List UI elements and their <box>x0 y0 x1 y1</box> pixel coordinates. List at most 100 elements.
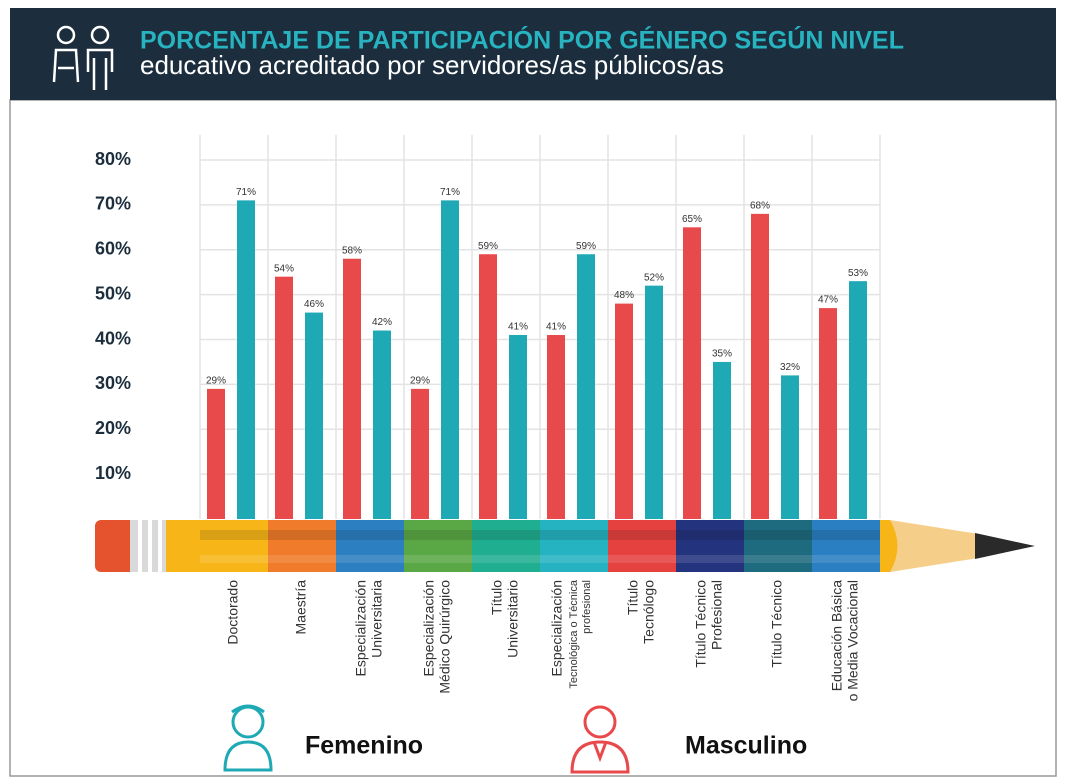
chart-subtitle: educativo acreditado por servidores/as p… <box>140 50 724 80</box>
value-label: 41% <box>546 322 566 333</box>
bar <box>683 227 701 519</box>
panel <box>9 99 1057 777</box>
bar <box>849 281 867 519</box>
x-tick-label: Tecnológica o Técnica <box>568 579 580 689</box>
bar <box>441 200 459 519</box>
value-label: 52% <box>644 272 664 283</box>
pencil-stripe <box>540 555 608 563</box>
pencil-segment <box>200 520 268 572</box>
x-tick-label: Especialización <box>421 580 437 677</box>
y-tick-label: 40% <box>95 328 131 348</box>
x-tick-label: Maestría <box>293 580 309 635</box>
pencil-stripe <box>404 530 472 540</box>
y-tick-label: 60% <box>95 239 131 259</box>
pencil-stripe <box>472 530 540 540</box>
value-label: 71% <box>440 187 460 198</box>
pencil-stripe <box>812 530 880 540</box>
legend-label: Femenino <box>305 732 423 760</box>
value-label: 46% <box>304 299 324 310</box>
bar <box>509 335 527 519</box>
value-label: 35% <box>712 349 732 360</box>
pencil-segment <box>608 520 676 572</box>
value-label: 41% <box>508 322 528 333</box>
x-tick-label: Especialización <box>549 580 565 677</box>
bar <box>305 312 323 519</box>
bar <box>751 213 769 519</box>
header <box>10 8 1056 100</box>
pencil-segment <box>336 520 404 572</box>
y-tick-label: 50% <box>95 283 131 303</box>
x-tick-label: profesional <box>581 580 593 634</box>
bar <box>373 330 391 519</box>
x-tick-label: Título <box>625 580 641 615</box>
pencil-stripe <box>812 555 880 563</box>
value-label: 42% <box>372 317 392 328</box>
x-tick-label: Profesional <box>709 580 725 650</box>
value-label: 54% <box>274 263 294 274</box>
chart-title: PORCENTAJE DE PARTICIPACIÓN POR GÉNERO S… <box>140 25 904 55</box>
pencil-segment <box>268 520 336 572</box>
x-tick-label: Universitario <box>505 580 521 658</box>
pencil-segment <box>404 520 472 572</box>
y-tick-label: 70% <box>95 194 131 214</box>
pencil-segment <box>812 520 880 572</box>
value-label: 53% <box>848 268 868 279</box>
pencil-stripe <box>744 530 812 540</box>
pencil-stripe <box>676 555 744 563</box>
pencil-segment <box>472 520 540 572</box>
x-tick-label: Título <box>489 580 505 615</box>
value-label: 59% <box>478 241 498 252</box>
pencil-stripe <box>608 555 676 563</box>
legend-icon-masculino <box>570 705 630 774</box>
bar <box>547 335 565 519</box>
bar <box>237 200 255 519</box>
y-tick-label: 10% <box>95 463 131 483</box>
bar <box>781 375 799 519</box>
pencil-stripe <box>336 530 404 540</box>
pencil-segment <box>540 520 608 572</box>
pencil-stripe <box>336 555 404 563</box>
x-tick-label: Universitaria <box>369 580 385 658</box>
value-label: 68% <box>750 200 770 211</box>
value-label: 47% <box>818 295 838 306</box>
pencil-segment <box>744 520 812 572</box>
pencil-stripe <box>200 555 268 563</box>
bar <box>411 388 429 519</box>
y-tick-label: 30% <box>95 373 131 393</box>
value-label: 71% <box>236 187 256 198</box>
bar <box>343 258 361 519</box>
bar <box>479 254 497 520</box>
pencil-stripe <box>404 555 472 563</box>
x-tick-label: Especialización <box>353 580 369 677</box>
value-label: 65% <box>682 214 702 225</box>
x-tick-label: Título Técnico <box>769 580 785 668</box>
x-tick-label: Educación Básica <box>829 580 845 692</box>
pencil-stripe <box>200 530 268 540</box>
pencil-stripe <box>268 530 336 540</box>
bar <box>275 276 293 519</box>
y-tick-label: 20% <box>95 418 131 438</box>
legend-icon-femenino <box>223 704 273 772</box>
value-label: 59% <box>576 241 596 252</box>
pencil-eraser <box>95 520 200 572</box>
y-tick-label: 80% <box>95 149 131 169</box>
value-label: 48% <box>614 290 634 301</box>
bar <box>819 308 837 519</box>
bar <box>615 303 633 519</box>
x-tick-label: Título Técnico <box>693 580 709 668</box>
x-tick-label: Doctorado <box>225 580 241 645</box>
value-label: 29% <box>410 376 430 387</box>
x-tick-label: Médico Quirúrgico <box>437 580 453 694</box>
bar <box>207 388 225 519</box>
pencil-stripe <box>540 530 608 540</box>
pencil-tip <box>880 520 1035 572</box>
bar <box>645 285 663 519</box>
legend-label: Masculino <box>685 732 807 760</box>
pencil-stripe <box>268 555 336 563</box>
x-tick-label: o Media Vocacional <box>845 580 861 701</box>
bar <box>713 361 731 519</box>
value-label: 58% <box>342 245 362 256</box>
value-label: 32% <box>780 362 800 373</box>
pencil-stripe <box>472 555 540 563</box>
